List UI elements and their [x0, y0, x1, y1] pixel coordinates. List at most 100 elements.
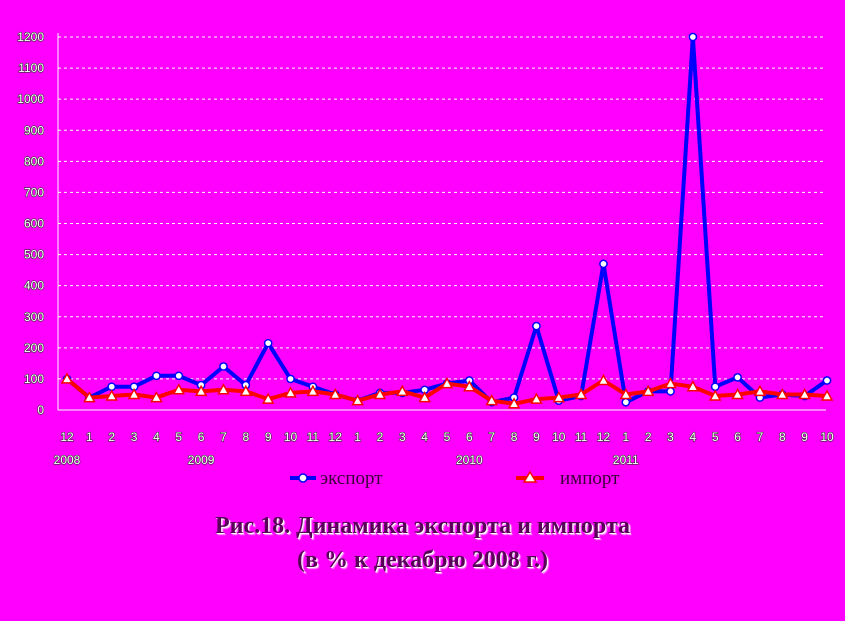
data-point [507, 397, 521, 409]
data-point [217, 383, 230, 395]
data-point [286, 374, 295, 384]
data-point [463, 380, 476, 392]
data-point [440, 377, 454, 389]
x-tick-label: 5 [444, 430, 451, 444]
year-labels: 2008 2009 2010 2011 [53, 452, 640, 467]
data-point [619, 387, 633, 400]
x-tick-label: 6 [198, 430, 205, 444]
data-point [708, 389, 722, 401]
data-point [174, 371, 184, 381]
y-tick-labels: 0 100 200 300 400 500 600 700 800 900 1000 1100 1200 [17, 29, 45, 417]
data-point [284, 386, 297, 398]
x-tick-label: 8 [511, 430, 518, 444]
y-tick-label: 1100 [18, 61, 44, 75]
data-point [150, 391, 163, 403]
x-tick-label: 4 [690, 430, 697, 444]
x-tick-label: 6 [466, 430, 473, 444]
x-tick-label: 10 [552, 430, 566, 444]
year-label: 2011 [613, 453, 639, 467]
x-tick-label: 6 [734, 430, 741, 444]
x-tick-label: 3 [399, 430, 406, 444]
x-tick-label: 11 [307, 430, 320, 444]
x-tick-label: 3 [131, 430, 138, 444]
series-import [60, 372, 834, 409]
data-point [485, 394, 498, 406]
x-tick-label: 8 [242, 430, 249, 444]
data-point [107, 382, 117, 392]
x-tick-label: 2 [108, 430, 115, 444]
x-tick-label: 7 [220, 430, 227, 444]
y-tick-label: 500 [24, 248, 44, 262]
year-label: 2008 [54, 453, 81, 467]
x-tick-label: 9 [533, 430, 540, 444]
legend-label-import: импорт [560, 468, 620, 489]
x-tick-label: 12 [329, 430, 343, 444]
y-tick-label: 200 [24, 341, 44, 355]
data-point [820, 389, 834, 401]
data-point [686, 380, 700, 392]
data-point [574, 387, 588, 400]
grid-lines [58, 36, 826, 380]
data-point [733, 373, 742, 382]
data-point [396, 384, 409, 397]
x-tick-label: 1 [86, 430, 93, 444]
y-tick-label: 300 [24, 310, 44, 324]
x-tick-label: 1 [354, 430, 361, 444]
data-point [239, 384, 253, 397]
x-tick-label: 8 [779, 430, 786, 444]
data-point [599, 259, 608, 269]
chart-caption-subtitle: (в % к декабрю 2008 г.) [297, 547, 548, 573]
data-point [710, 382, 720, 392]
data-point [219, 362, 228, 371]
x-tick-label: 5 [712, 430, 719, 444]
legend-label-export: экспорт [320, 468, 383, 489]
x-tick-label: 2 [377, 430, 384, 444]
x-tick-label: 11 [575, 430, 588, 444]
legend-marker-export [298, 473, 308, 483]
data-point [194, 384, 208, 397]
x-tick-label: 3 [667, 430, 674, 444]
y-tick-label: 0 [37, 403, 44, 417]
x-tick-label: 10 [820, 430, 834, 444]
data-point [731, 387, 744, 400]
data-point [798, 387, 811, 400]
x-tick-label: 9 [801, 430, 808, 444]
data-point [306, 384, 320, 397]
data-point [83, 391, 96, 403]
series-export [62, 32, 832, 407]
data-point [666, 387, 675, 396]
year-label: 2010 [456, 453, 483, 467]
y-tick-label: 800 [24, 154, 44, 168]
data-point [152, 371, 161, 381]
data-point [373, 387, 387, 400]
y-tick-label: 600 [24, 217, 44, 231]
x-tick-label: 12 [597, 430, 611, 444]
x-tick-label: 1 [622, 430, 629, 444]
x-tick-label: 10 [284, 430, 298, 444]
data-point [172, 383, 186, 395]
y-tick-label: 1200 [17, 30, 44, 44]
data-point [351, 394, 364, 406]
legend: экспорт импорт [290, 468, 620, 489]
y-tick-label: 100 [24, 372, 44, 386]
data-point [261, 392, 275, 404]
data-point [105, 389, 118, 401]
x-tick-label: 7 [757, 430, 764, 444]
y-tick-label: 900 [24, 123, 44, 137]
data-point [532, 321, 541, 331]
data-point [664, 377, 677, 389]
legend-item-import: импорт [516, 468, 620, 489]
y-tick-label: 700 [24, 185, 44, 199]
x-tick-label: 4 [153, 430, 160, 444]
y-tick-label: 400 [24, 279, 44, 293]
data-point [60, 372, 74, 384]
data-point [641, 384, 655, 397]
data-point [621, 397, 631, 407]
data-point [688, 32, 698, 42]
series-group [60, 32, 834, 409]
legend-item-export: экспорт [290, 468, 383, 489]
data-point [822, 376, 832, 385]
x-tick-label: 7 [488, 430, 495, 444]
axes [57, 33, 826, 411]
